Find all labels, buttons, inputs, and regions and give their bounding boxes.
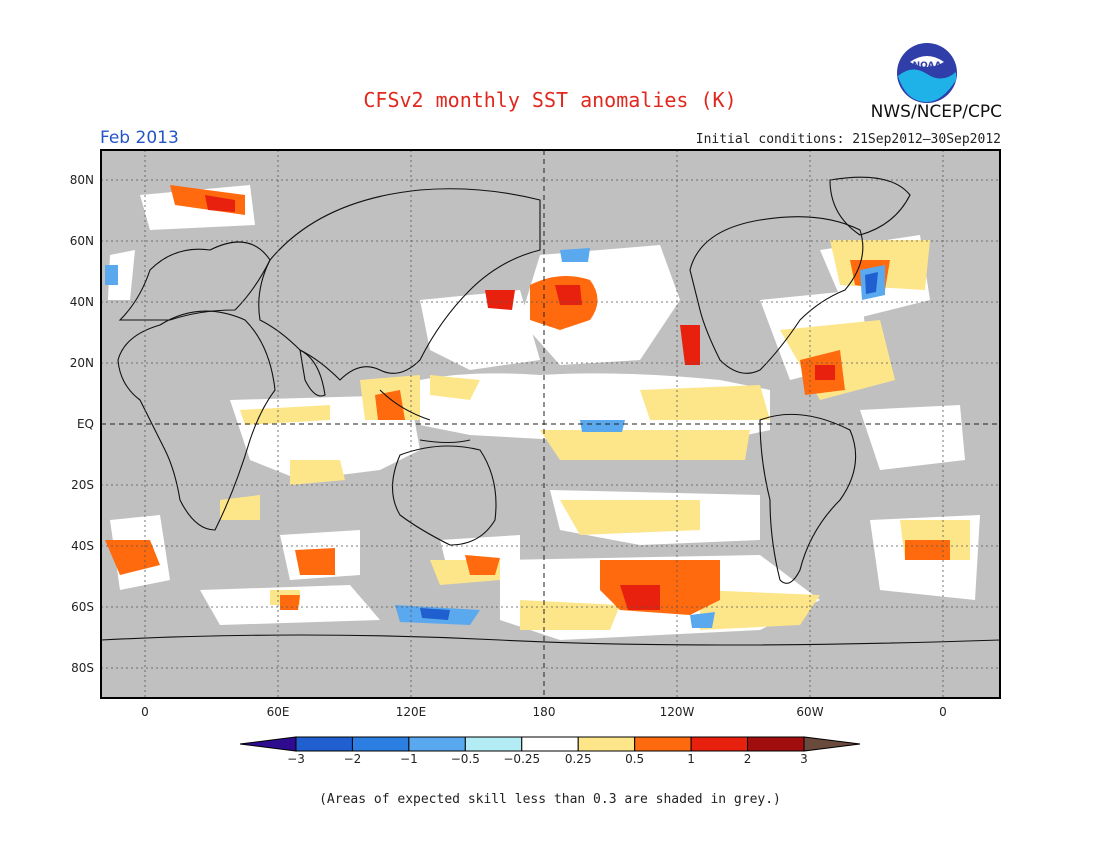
map-frame xyxy=(100,149,1001,699)
colorbar-tick-label: −0.5 xyxy=(450,752,480,766)
colorbar-tick-label: 2 xyxy=(743,752,752,766)
lon-label-0-east: 0 xyxy=(939,705,947,719)
noaa-logo: NOAA xyxy=(897,43,957,103)
colorbar-tick-label: −3 xyxy=(287,752,305,766)
lon-label-120e: 120E xyxy=(395,705,427,719)
initial-conditions: Initial conditions: 21Sep2012–30Sep2012 xyxy=(695,132,1001,147)
graticule xyxy=(101,150,1000,698)
chart-title: CFSv2 monthly SST anomalies (K) xyxy=(363,88,737,112)
valid-month: Feb 2013 xyxy=(100,128,179,148)
colorbar-tick-label: 0.5 xyxy=(625,752,645,766)
equator-dateline xyxy=(101,150,1000,698)
logo-text: NOAA xyxy=(913,61,942,71)
footnote: (Areas of expected skill less than 0.3 a… xyxy=(319,792,781,807)
colorbar-tick-label: −2 xyxy=(343,752,362,766)
colorbar-tick-label: 1 xyxy=(687,752,695,766)
lon-label-180: 180 xyxy=(532,705,556,719)
lat-label-20s: 20S xyxy=(71,478,94,492)
lat-label-40s: 40S xyxy=(71,539,94,553)
lat-label-80s: 80S xyxy=(71,661,94,675)
agency-label: NWS/NCEP/CPC xyxy=(870,102,1002,122)
lon-label-60e: 60E xyxy=(266,705,290,719)
lat-label-40n: 40N xyxy=(69,295,94,309)
anomaly-1-to-2 xyxy=(205,195,835,610)
lat-label-eq: EQ xyxy=(76,417,94,431)
lat-label-80n: 80N xyxy=(69,173,94,187)
lon-label-120w: 120W xyxy=(659,705,695,719)
colorbar-tick-label: −1 xyxy=(400,752,418,766)
lat-label-60n: 60N xyxy=(69,234,94,248)
lat-label-60s: 60S xyxy=(71,600,94,614)
anomaly-strong-negative xyxy=(420,272,878,620)
lon-label-60w: 60W xyxy=(796,705,824,719)
lon-label-0-west: 0 xyxy=(141,705,149,719)
colorbar-tick-label: 0.25 xyxy=(564,752,592,766)
colorbar-tick-label: 3 xyxy=(800,752,808,766)
lat-label-20n: 20N xyxy=(69,356,94,370)
colorbar-tick-label: −0.25 xyxy=(503,752,541,766)
continent-outlines xyxy=(101,176,1000,646)
